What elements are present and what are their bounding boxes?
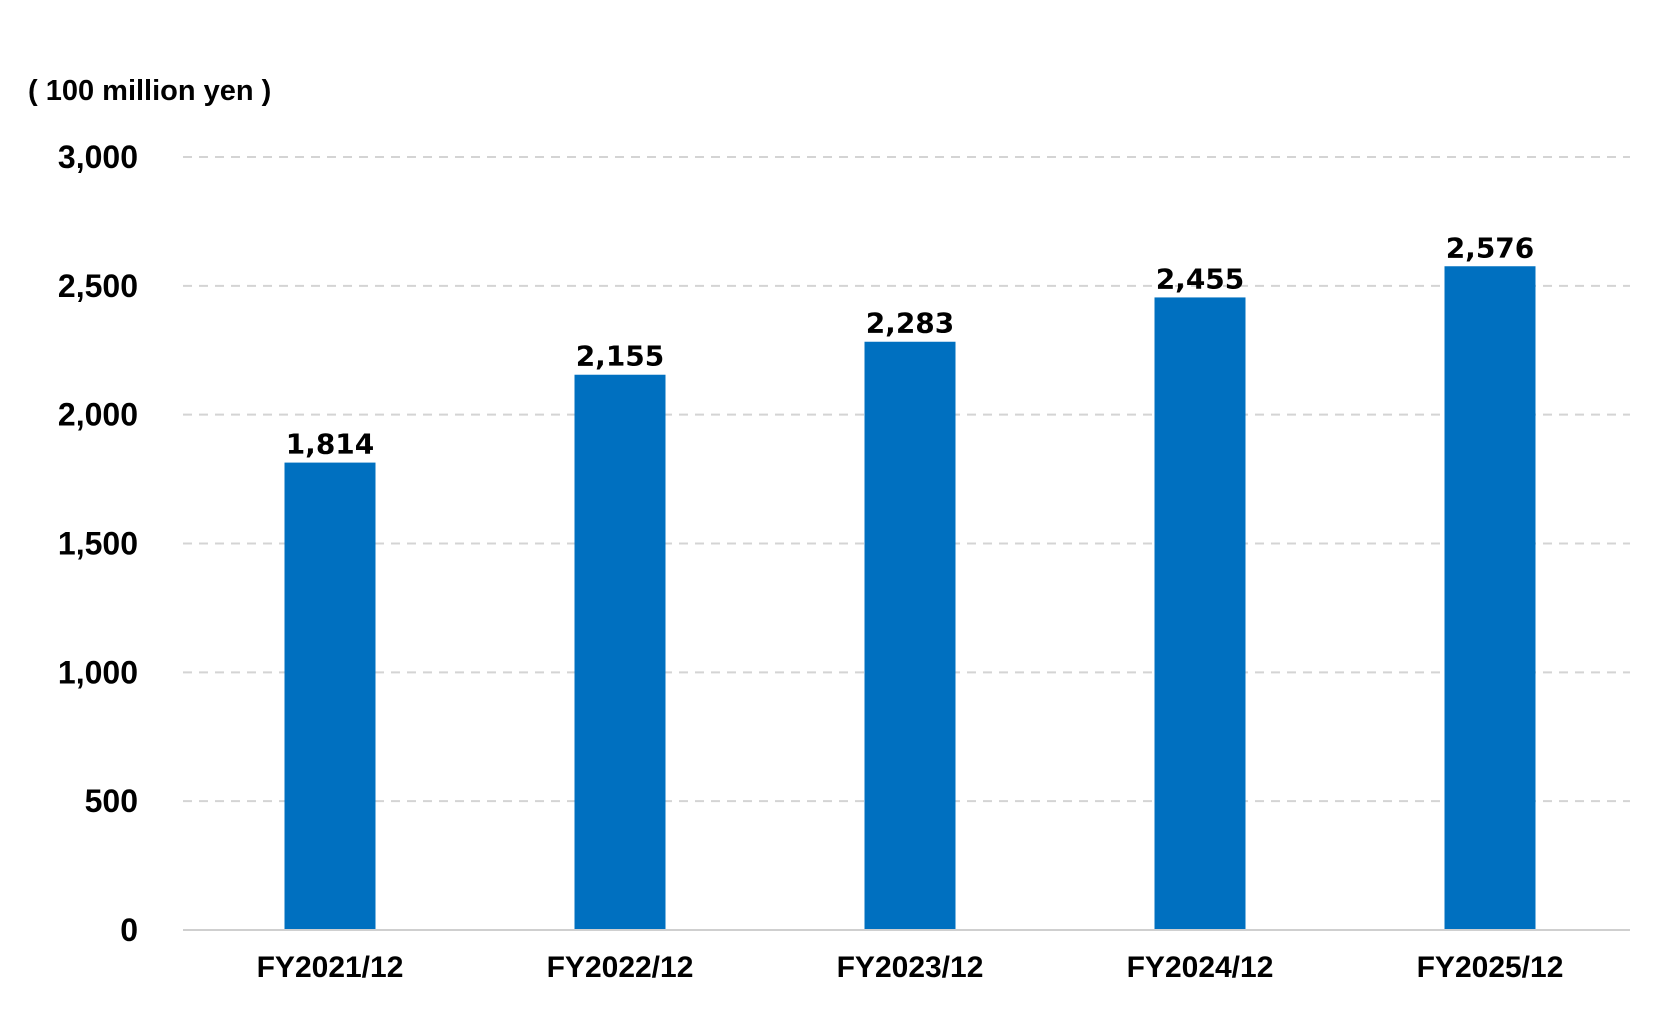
x-category-label: FY2025/12	[1417, 951, 1564, 984]
y-axis-tick-labels: 0 500 1,000 1,500 2,000 2,500 3,000	[58, 139, 138, 948]
y-tick-label: 3,000	[58, 139, 138, 175]
y-tick-label: 500	[85, 783, 138, 819]
y-tick-label: 1,000	[58, 654, 138, 690]
bar-value-label: 2,455	[1156, 262, 1245, 295]
unit-label: ( 100 million yen )	[28, 75, 271, 107]
bar	[1444, 266, 1536, 930]
y-tick-label: 2,000	[58, 397, 138, 433]
bar	[864, 341, 956, 930]
bar	[574, 374, 666, 930]
x-category-label: FY2023/12	[837, 951, 984, 984]
bar-value-label: 1,814	[286, 428, 375, 461]
x-axis-category-labels: FY2021/12 FY2022/12 FY2023/12 FY2024/12 FY20…	[257, 951, 1564, 984]
y-tick-label: 0	[120, 912, 138, 948]
bar-value-label: 2,155	[576, 340, 665, 373]
bar	[284, 462, 376, 930]
y-tick-label: 2,500	[58, 268, 138, 304]
x-category-label: FY2024/12	[1127, 951, 1274, 984]
bars	[284, 266, 1536, 930]
bar-value-label: 2,283	[866, 307, 955, 340]
data-labels: 1,814 2,155 2,283 2,455 2,576	[286, 231, 1535, 460]
x-category-label: FY2021/12	[257, 951, 404, 984]
bar-value-label: 2,576	[1446, 231, 1535, 264]
bar	[1154, 297, 1246, 930]
x-category-label: FY2022/12	[547, 951, 694, 984]
y-tick-label: 1,500	[58, 526, 138, 562]
